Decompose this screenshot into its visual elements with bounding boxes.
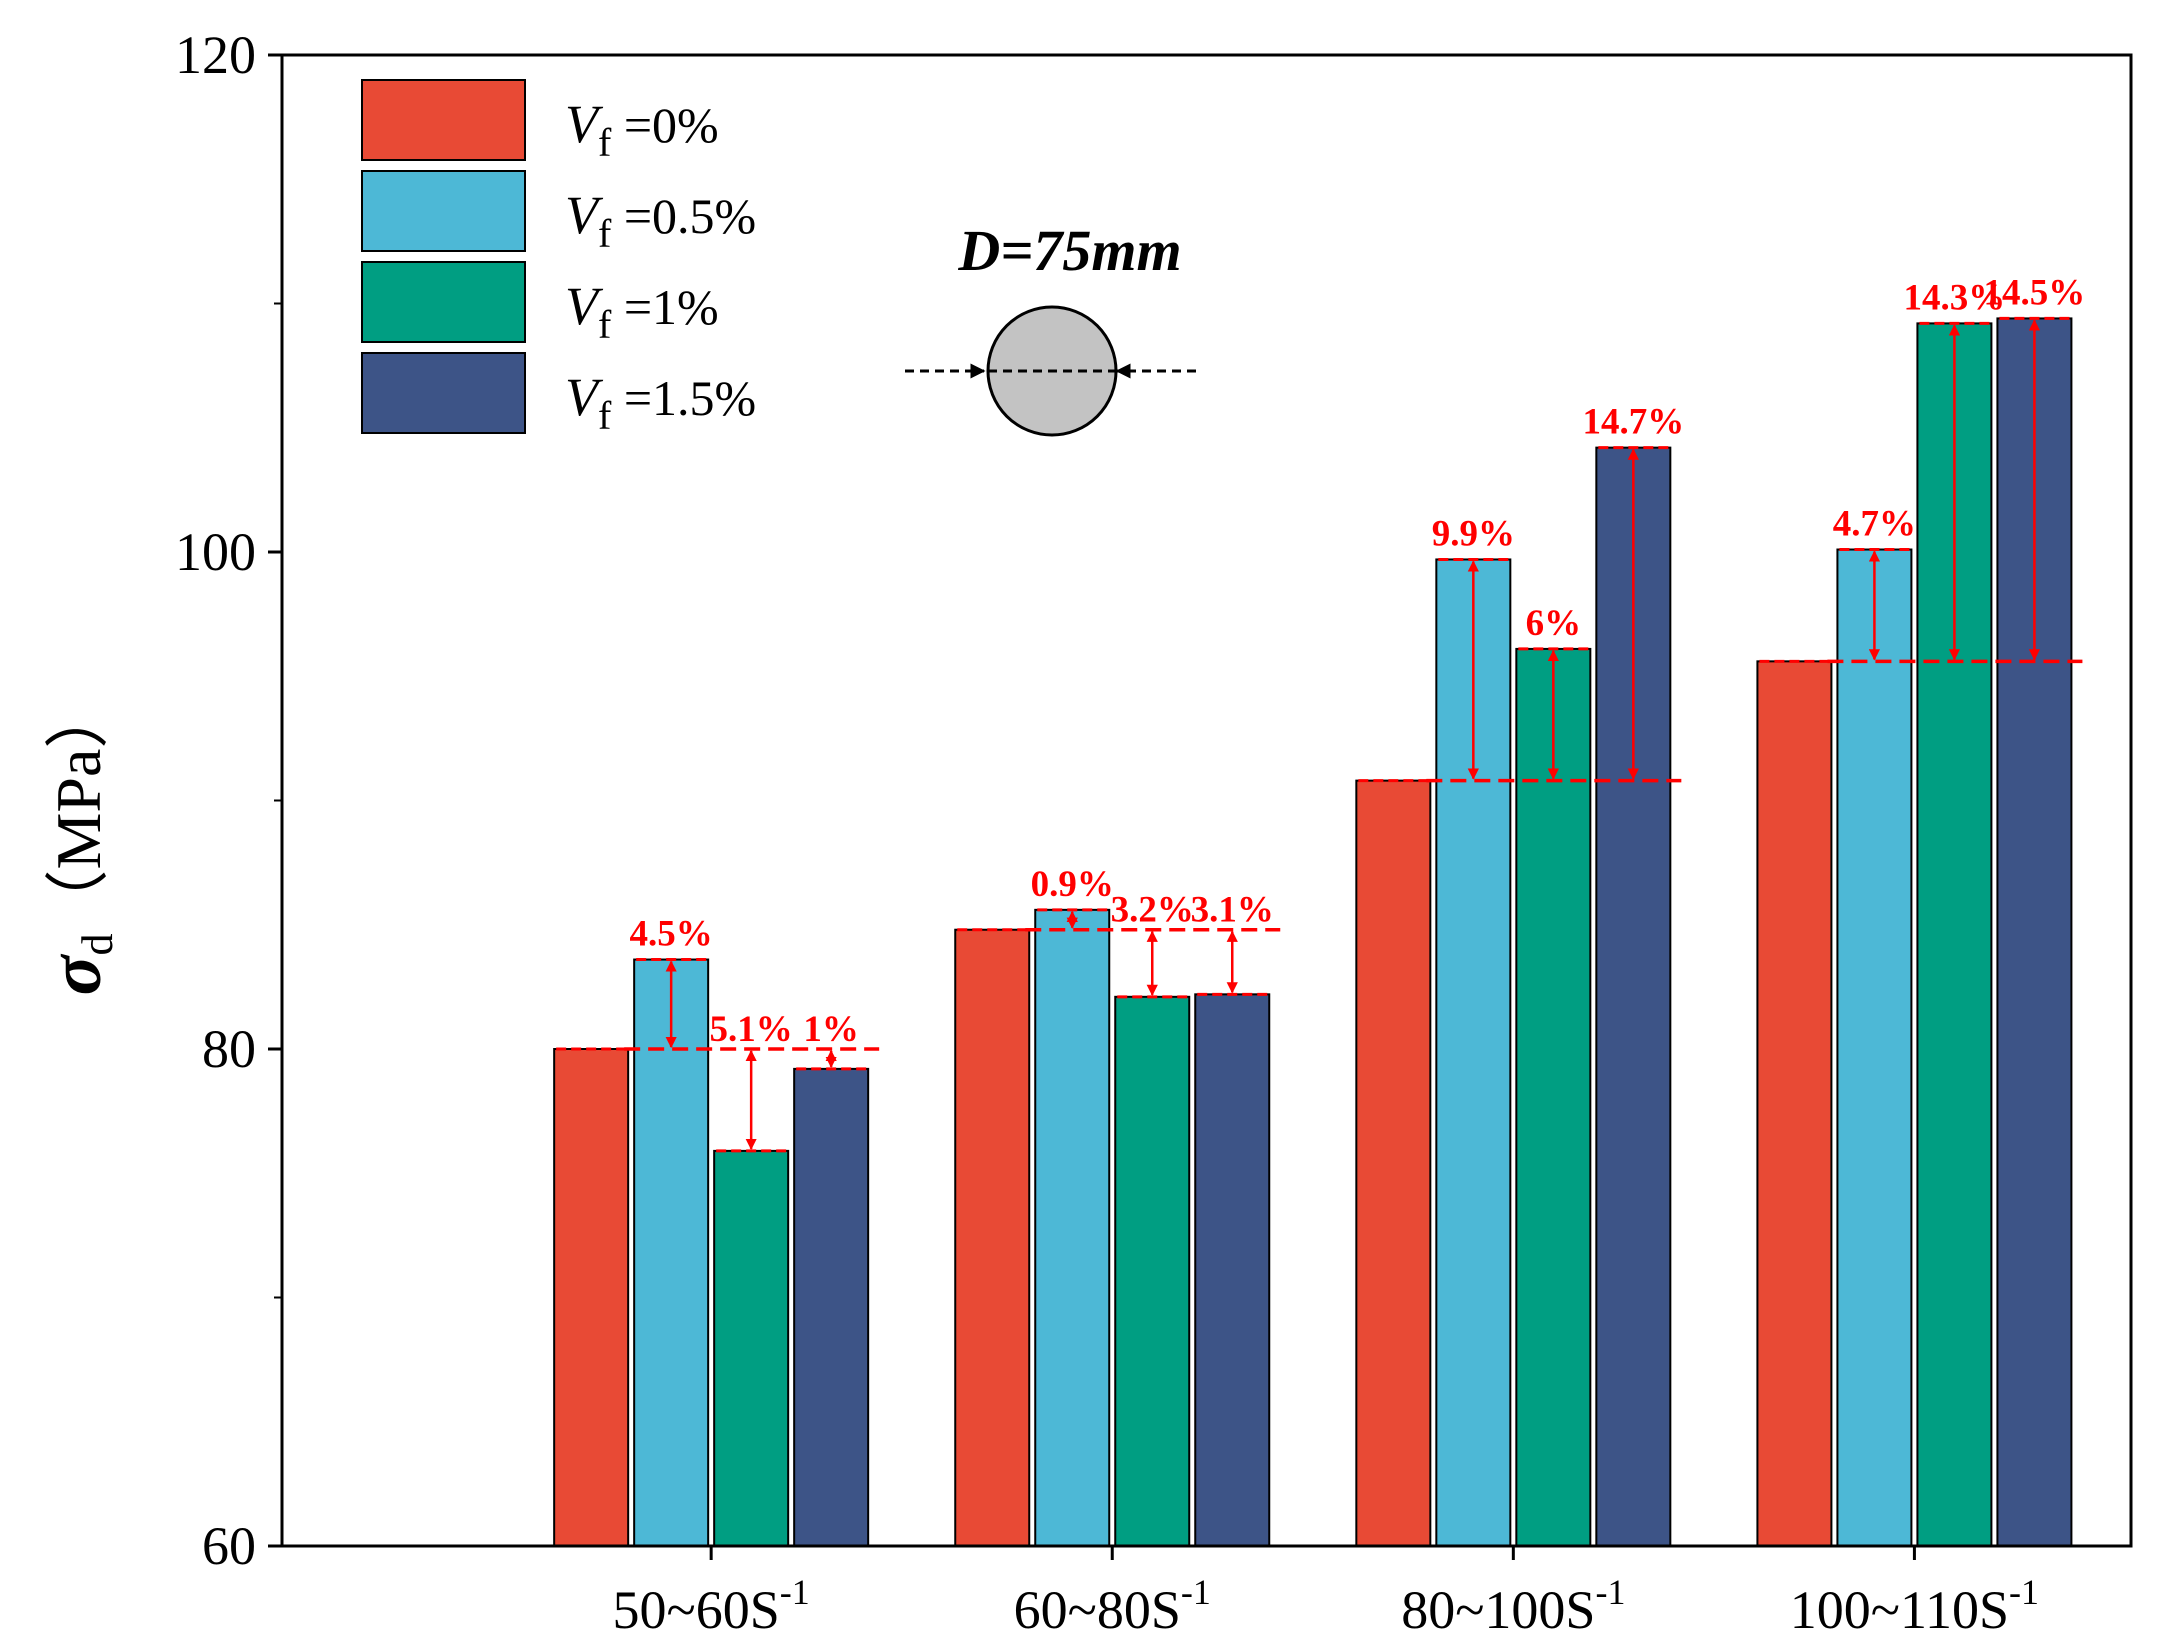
increase-labels-layer: 4.5% 5.1% 1% 0.9%3.2%3.1% 9.9% 6% 14.7% 4.7% 14.… [630, 272, 2086, 1151]
increase-label: 14.3% [1904, 277, 2006, 318]
bar-c2-s2 [1034, 908, 1111, 1547]
increase-label: 14.7% [1582, 402, 1684, 443]
bar-c1-s4 [793, 1067, 870, 1547]
y-tick-label: 120 [175, 25, 256, 85]
increase-label: 3.2% [1111, 890, 1194, 931]
specimen-annotation: D=75mm [905, 218, 1196, 437]
y-axis-symbol: σ [35, 953, 117, 995]
y-axis-unit: （MPa） [43, 685, 114, 934]
increase-label: 6% [1526, 603, 1582, 644]
y-tick-label: 100 [175, 522, 256, 582]
increase-label: 1% [803, 1009, 859, 1050]
reference-lines-layer [556, 316, 2083, 1153]
bar-c2-s1 [954, 928, 1031, 1547]
y-axis-ticks: 60 80 100 120 [175, 25, 282, 1576]
x-tick-label: 60~80S-1 [1014, 1572, 1211, 1640]
bar-c4-s1 [1756, 660, 1833, 1547]
x-tick-label: 80~100S-1 [1401, 1572, 1625, 1640]
x-tick-label: 50~60S-1 [613, 1572, 810, 1640]
legend-label: Vf =0.5% [565, 185, 756, 256]
bar-c2-s4 [1194, 993, 1271, 1547]
legend-label: Vf =1.5% [565, 367, 756, 438]
bar-c1-s2 [633, 958, 710, 1547]
bar-c1-s3 [713, 1149, 790, 1547]
increase-label: 5.1% [710, 1009, 793, 1050]
bar-c1-s1 [553, 1048, 630, 1547]
y-tick-label: 80 [202, 1019, 256, 1079]
legend: Vf =0% Vf =0.5% Vf =1% Vf =1.5% [361, 79, 756, 438]
bar-c3-s3 [1515, 647, 1592, 1547]
y-axis-label-text: σd（MPa） [35, 685, 122, 996]
legend-swatch [361, 170, 526, 252]
y-axis-label: σd（MPa） [35, 685, 122, 996]
legend-swatch [361, 352, 526, 434]
bar-c4-s2 [1836, 548, 1913, 1547]
increase-label: 9.9% [1432, 513, 1515, 554]
bar-c2-s3 [1114, 995, 1191, 1547]
increase-label: 14.5% [1984, 272, 2086, 313]
x-tick-label: 100~110S-1 [1790, 1572, 2039, 1640]
y-axis-subscript: d [73, 934, 122, 956]
x-axis-ticks: 50~60S-1 60~80S-1 80~100S-1 100~110S-1 [613, 1546, 2039, 1640]
diameter-annotation: D=75mm [957, 218, 1181, 283]
legend-swatch [361, 261, 526, 343]
bar-c3-s1 [1355, 779, 1432, 1547]
legend-label: Vf =1% [565, 276, 719, 347]
bars-layer [553, 317, 2073, 1547]
legend-swatch [361, 79, 526, 161]
increase-label: 4.5% [630, 914, 713, 955]
increase-label: 3.1% [1191, 890, 1274, 931]
increase-label: 4.7% [1833, 504, 1916, 545]
increase-label: 0.9% [1031, 864, 1114, 905]
legend-label: Vf =0% [565, 94, 719, 165]
y-tick-label: 60 [202, 1516, 256, 1576]
